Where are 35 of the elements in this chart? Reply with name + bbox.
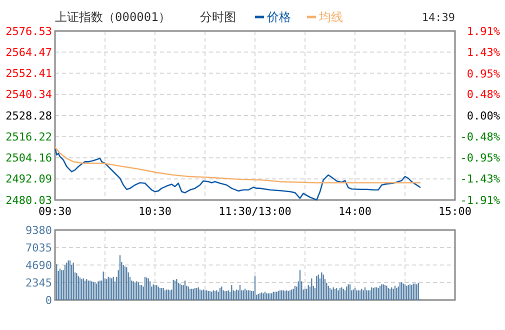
x-tick-label: 15:00 — [438, 205, 472, 218]
y-tick-label: 2576.53 — [6, 24, 52, 38]
y-tick-label: 2528.28 — [6, 109, 52, 122]
chart-subtitle: 分时图 — [200, 10, 236, 24]
legend-label: 均线 — [318, 10, 343, 24]
y2-tick-label: -1.91% — [460, 194, 500, 207]
y2-tick-label: 1.43% — [466, 46, 500, 60]
text: 14:39 — [422, 11, 455, 24]
y2-tick-label: 0.48% — [466, 88, 500, 102]
chart-title: 上证指数（000001） — [55, 10, 170, 24]
legend-label: 价格 — [266, 10, 291, 24]
y2-tick-label: -0.48% — [460, 130, 500, 144]
y-tick-label: 2480.03 — [6, 194, 52, 207]
y-tick-label: 4690 — [26, 258, 52, 272]
x-tick-label: 11:30/13:00 — [218, 205, 292, 218]
y-tick-label: 2504.16 — [6, 152, 52, 165]
y2-tick-label: -1.43% — [460, 172, 500, 186]
y2-tick-label: -0.95% — [460, 151, 500, 164]
y-tick-label: 2492.09 — [6, 172, 52, 186]
line-series — [54, 146, 421, 201]
y-tick-label: 2552.41 — [6, 67, 52, 80]
x-tick-label: 10:30 — [138, 205, 172, 218]
line-series — [54, 146, 421, 184]
y-tick-label: 2345 — [26, 276, 52, 290]
y2-tick-label: 0.00% — [466, 109, 500, 122]
y2-tick-label: 1.91% — [466, 24, 500, 38]
y2-tick-label: 0.95% — [466, 67, 500, 80]
y-tick-label: 7035 — [26, 241, 52, 254]
y-tick-label: 0 — [45, 294, 52, 307]
y-tick-label: 2516.22 — [6, 130, 52, 144]
x-tick-label: 14:00 — [338, 205, 372, 218]
y-tick-label: 9380 — [26, 224, 52, 237]
y-tick-label: 2540.34 — [6, 88, 52, 102]
x-tick-label: 09:30 — [38, 205, 72, 218]
y-tick-label: 2564.47 — [6, 46, 52, 59]
